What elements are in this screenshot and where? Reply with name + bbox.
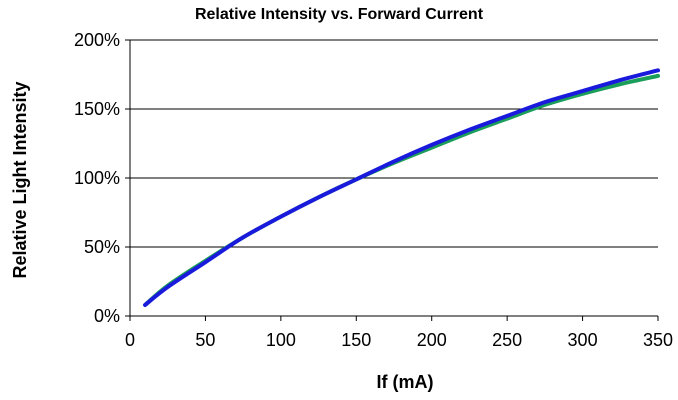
tick-labels: 0% 50% 100% 150% 200% 0 50 100 150 200 250 300 350	[74, 30, 673, 350]
y-tick-label: 0%	[94, 306, 120, 326]
x-tick-label: 250	[492, 330, 522, 350]
series-group	[143, 68, 660, 307]
x-tick-label: 350	[643, 330, 673, 350]
gridlines	[130, 39, 658, 248]
x-tick-label: 150	[341, 330, 371, 350]
x-axis-label: If (mA)	[377, 372, 434, 392]
y-axis-label: Relative Light Intensity	[10, 81, 30, 278]
x-tick-label: 300	[568, 330, 598, 350]
x-tick-label: 100	[266, 330, 296, 350]
y-tick-label: 100%	[74, 168, 120, 188]
axes	[125, 39, 659, 321]
x-tick-label: 0	[125, 330, 135, 350]
chart-title: Relative Intensity vs. Forward Current	[194, 6, 484, 23]
series-line-2	[143, 68, 660, 307]
y-tick-label: 50%	[84, 237, 120, 257]
x-tick-label: 200	[417, 330, 447, 350]
y-tick-label: 200%	[74, 30, 120, 50]
y-tick-label: 150%	[74, 99, 120, 119]
x-tick-label: 50	[195, 330, 215, 350]
series-line-1	[143, 73, 660, 307]
